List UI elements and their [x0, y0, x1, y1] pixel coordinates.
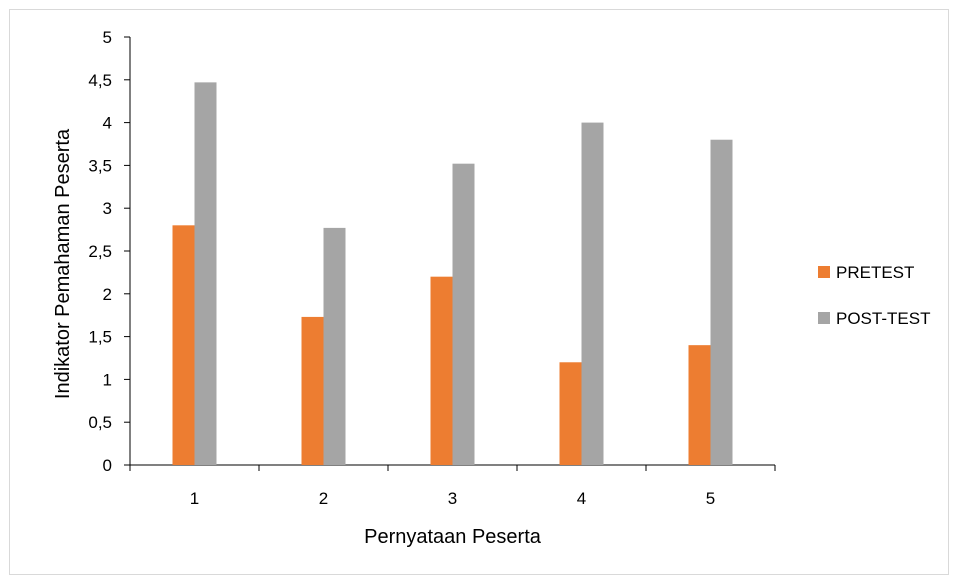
y-tick-label: 0: [103, 456, 112, 475]
y-axis-title: Indikator Pemahaman Peserta: [52, 128, 74, 399]
x-tick-label: 5: [706, 489, 715, 508]
x-tick-label: 4: [577, 489, 586, 508]
y-tick-label: 2,5: [88, 242, 112, 261]
legend-swatch-pretest: [818, 266, 830, 278]
bar-pretest: [430, 276, 453, 465]
y-tick-label: 0,5: [88, 413, 112, 432]
bar-post-test: [710, 139, 733, 465]
bar-pretest: [559, 362, 582, 465]
y-axis: 0 0,5 1 1,5 2 2,5 3 3,5 4 4,5 5: [88, 28, 131, 475]
bar-pretest: [301, 316, 324, 465]
bar-post-test: [194, 82, 217, 466]
x-tick-label: 2: [319, 489, 328, 508]
bar-pretest: [688, 345, 711, 465]
bar-post-test: [452, 163, 475, 466]
x-axis: 1 2 3 4 5: [129, 464, 776, 508]
x-tick-label: 3: [448, 489, 457, 508]
bar-post-test: [323, 227, 346, 465]
y-tick-label: 1,5: [88, 328, 112, 347]
x-axis-title: Pernyataan Peserta: [364, 526, 542, 548]
legend-swatch-post-test: [818, 312, 830, 324]
chart-frame: [9, 9, 949, 575]
y-tick-label: 3: [103, 199, 112, 218]
legend-label-post-test: POST-TEST: [836, 309, 930, 328]
bars: [172, 82, 733, 466]
bar-pretest: [172, 225, 195, 465]
y-tick-label: 2: [103, 285, 112, 304]
y-tick-label: 5: [103, 28, 112, 47]
legend: PRETEST POST-TEST: [818, 263, 930, 328]
y-tick-label: 1: [103, 370, 112, 389]
y-tick-label: 3,5: [88, 156, 112, 175]
bar-post-test: [581, 122, 604, 465]
x-tick-label: 1: [190, 489, 199, 508]
y-tick-label: 4,5: [88, 71, 112, 90]
legend-label-pretest: PRETEST: [836, 263, 914, 282]
y-tick-label: 4: [103, 114, 112, 133]
